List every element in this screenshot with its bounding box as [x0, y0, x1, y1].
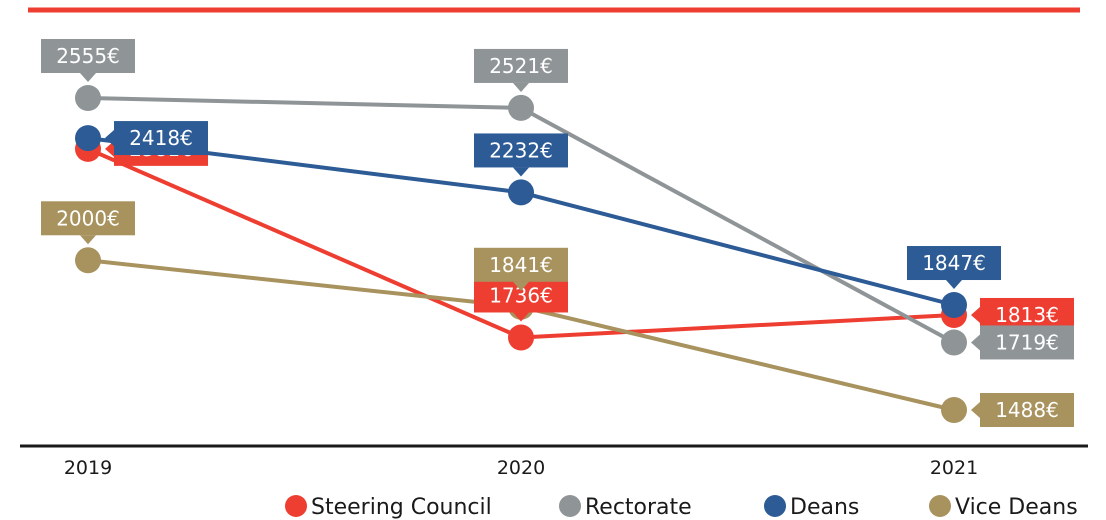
- data-label-box: [980, 325, 1074, 360]
- data-label-value: 1813€: [995, 303, 1059, 327]
- legend-item: Steering Council: [285, 495, 492, 520]
- legend-item: Deans: [764, 495, 859, 520]
- legend-label: Deans: [790, 495, 859, 520]
- data-label-box: [114, 121, 208, 156]
- data-point: [941, 292, 967, 318]
- x-tick-label: 2019: [64, 457, 112, 479]
- legend-marker: [929, 495, 951, 517]
- data-point: [75, 125, 101, 152]
- legend-label: Vice Deans: [955, 495, 1078, 520]
- data-label-pointer: [971, 334, 980, 351]
- data-label-value: 2232€: [489, 138, 553, 162]
- data-label: 2232€: [474, 133, 568, 177]
- data-label-pointer: [105, 140, 114, 157]
- data-label-pointer: [971, 306, 980, 323]
- data-label: 1488€: [971, 393, 1074, 427]
- data-label-value: 2000€: [56, 206, 120, 230]
- data-label-value: 2555€: [56, 44, 120, 68]
- data-label-value: 1841€: [489, 253, 553, 277]
- legend-marker: [285, 495, 307, 517]
- data-label-value: 1488€: [995, 398, 1059, 422]
- data-label: 1841€: [474, 247, 568, 291]
- data-point: [75, 85, 101, 111]
- legend-label: Steering Council: [311, 495, 492, 520]
- data-label-value: 2521€: [489, 54, 553, 78]
- data-point: [508, 324, 534, 351]
- data-label: 2418€: [105, 121, 208, 156]
- data-label-pointer: [513, 167, 529, 177]
- data-point: [941, 397, 967, 423]
- data-label-pointer: [105, 130, 114, 147]
- data-point: [941, 329, 967, 356]
- data-label-box: [41, 39, 135, 73]
- data-label-pointer: [513, 312, 529, 322]
- data-point: [75, 247, 101, 274]
- data-label-pointer: [946, 280, 962, 290]
- data-label: 1719€: [971, 325, 1074, 360]
- data-labels: 2381€1736€1813€2555€2521€1719€2418€2232€…: [41, 39, 1074, 427]
- x-tick-label: 2021: [930, 457, 978, 479]
- data-label-box: [474, 133, 568, 168]
- data-label-value: 2418€: [129, 126, 193, 150]
- data-label-pointer: [513, 82, 529, 92]
- data-label-box: [980, 393, 1074, 427]
- legend-marker: [764, 495, 786, 517]
- legend-item: Vice Deans: [929, 495, 1078, 520]
- legend-item: Rectorate: [559, 495, 692, 520]
- legend-marker: [559, 495, 581, 517]
- data-label-box: [41, 201, 135, 236]
- legend-label: Rectorate: [585, 495, 692, 520]
- data-label-pointer: [80, 235, 96, 245]
- data-point: [508, 179, 534, 206]
- legend: Steering Council Rectorate Deans Vice Deans: [285, 495, 1078, 520]
- data-label-box: [474, 48, 568, 83]
- data-label: 1847€: [907, 246, 1001, 290]
- data-point: [508, 94, 534, 121]
- data-label: 2000€: [41, 201, 135, 245]
- data-label-box: [907, 246, 1001, 281]
- x-tick-label: 2020: [497, 457, 545, 479]
- data-label-value: 1719€: [995, 330, 1059, 354]
- data-label-value: 1847€: [922, 251, 986, 275]
- data-label: 1736€: [474, 278, 568, 322]
- data-label-box: [474, 247, 568, 282]
- data-label: 2521€: [474, 48, 568, 92]
- data-label: 2555€: [41, 39, 135, 82]
- data-label-pointer: [971, 402, 980, 418]
- data-label-pointer: [513, 281, 529, 291]
- x-axis-ticks: 2019 2020 2021: [64, 457, 978, 479]
- data-label-pointer: [80, 73, 96, 82]
